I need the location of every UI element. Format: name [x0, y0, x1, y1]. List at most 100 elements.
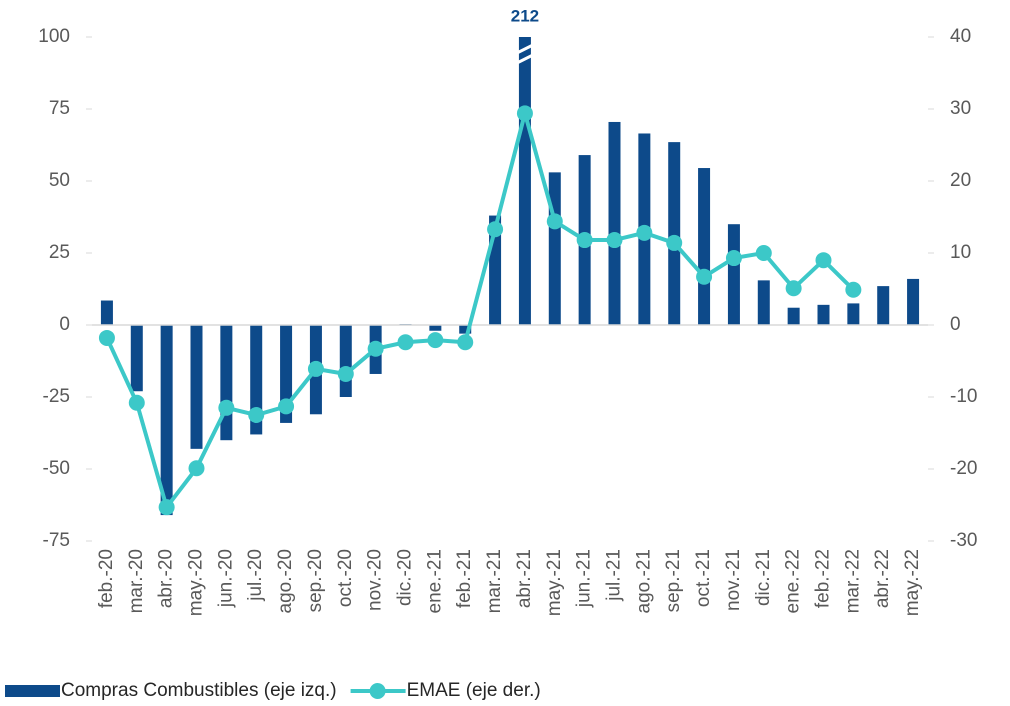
line-marker	[666, 234, 683, 251]
x-tick-label: mar.-20	[126, 549, 147, 613]
line-marker	[516, 105, 533, 122]
y-tick-label: 75	[49, 98, 70, 119]
x-tick-label: mar.-22	[842, 549, 863, 613]
line-marker	[188, 460, 205, 477]
bar	[787, 307, 800, 325]
axis-break	[516, 43, 534, 55]
line-marker	[576, 232, 593, 249]
line-marker	[397, 334, 414, 351]
x-tick-label: ago.-20	[275, 549, 296, 613]
line-marker	[248, 407, 265, 423]
x-tick-label: feb.-21	[454, 549, 475, 608]
x-tick-label: abr.-21	[514, 549, 535, 608]
y-tick-label: -50	[43, 458, 70, 479]
y2-tick-label: -20	[950, 458, 977, 479]
x-tick-label: oct.-20	[335, 549, 356, 607]
line-marker	[367, 340, 384, 357]
bar	[727, 224, 740, 325]
x-tick-label: ago.-21	[633, 549, 654, 613]
y-tick-label: 50	[49, 170, 70, 191]
line-marker	[337, 365, 354, 382]
bar	[130, 325, 143, 392]
x-tick-label: abr.-22	[872, 549, 893, 608]
y-tick-label: -75	[43, 530, 70, 551]
y-tick-label: -25	[43, 386, 70, 407]
x-tick-label: jul.-20	[245, 549, 266, 602]
x-tick-label: may.-22	[902, 549, 923, 616]
x-tick-label: mar.-21	[484, 549, 505, 613]
line-marker	[218, 399, 235, 416]
line-marker	[606, 232, 623, 249]
line-marker	[696, 268, 713, 285]
line-marker	[546, 213, 563, 230]
y2-tick-label: 30	[950, 98, 971, 119]
line-marker	[487, 221, 504, 238]
y2-tick-label: 10	[950, 242, 971, 263]
bar	[757, 280, 770, 325]
bar	[160, 325, 173, 516]
x-tick-label: dic.-21	[753, 549, 774, 606]
bar	[817, 304, 830, 325]
bar	[907, 278, 920, 325]
x-tick-label: may.-20	[186, 549, 207, 616]
legend-label: Compras Combustibles (eje izq.)	[61, 680, 337, 701]
bar	[877, 286, 890, 325]
bar	[698, 168, 711, 325]
bar	[220, 325, 233, 441]
bar	[847, 303, 860, 325]
x-tick-label: sep.-21	[663, 549, 684, 612]
y2-tick-label: -10	[950, 386, 977, 407]
x-tick-label: sep.-20	[305, 549, 326, 612]
line-marker	[427, 332, 444, 349]
data-label: 212	[511, 6, 539, 25]
bar	[280, 325, 293, 423]
legend-swatch	[369, 683, 386, 699]
x-tick-label: ene.-22	[783, 549, 804, 613]
x-tick-label: feb.-20	[96, 549, 117, 608]
x-tick-label: nov.-20	[365, 549, 386, 611]
line-marker	[755, 245, 772, 261]
x-tick-label: jul.-21	[604, 549, 625, 602]
line-marker	[278, 398, 295, 415]
y-tick-label: 25	[49, 242, 70, 263]
bars	[100, 37, 920, 516]
bar	[608, 121, 621, 326]
line-marker	[307, 360, 324, 377]
x-tick-label: oct.-21	[693, 549, 714, 607]
bar	[250, 325, 263, 435]
bar	[190, 325, 203, 449]
x-tick-label: nov.-21	[723, 549, 744, 611]
bar	[548, 172, 561, 325]
y2-tick-label: 40	[950, 26, 971, 47]
bar	[459, 325, 472, 334]
x-tick-label: ene.-21	[424, 549, 445, 613]
x-tick-label: dic.-20	[395, 549, 416, 606]
axis-break	[516, 53, 534, 65]
legend-swatch	[5, 685, 60, 697]
line-marker	[158, 499, 175, 516]
x-tick-label: abr.-20	[156, 549, 177, 608]
line-marker	[128, 394, 145, 411]
line-marker	[457, 334, 474, 351]
bar	[429, 325, 442, 331]
x-tick-label: may.-21	[544, 549, 565, 616]
x-tick-label: jun.-21	[574, 549, 595, 608]
line-marker	[815, 252, 832, 269]
bar	[668, 142, 681, 325]
line	[105, 105, 855, 512]
y-tick-label: 100	[38, 26, 70, 47]
x-tick-label: jun.-20	[215, 549, 236, 608]
y2-tick-label: 20	[950, 170, 971, 191]
line-marker	[725, 250, 742, 267]
y2-tick-label: 0	[950, 314, 961, 335]
line-marker	[98, 329, 115, 346]
bar	[339, 325, 352, 397]
y-tick-label: 0	[59, 314, 70, 335]
line-marker	[845, 281, 862, 298]
x-tick-label: feb.-22	[813, 549, 834, 608]
bar	[100, 300, 113, 325]
line-marker	[636, 224, 653, 241]
y2-tick-label: -30	[950, 530, 977, 551]
line-marker	[785, 280, 802, 297]
